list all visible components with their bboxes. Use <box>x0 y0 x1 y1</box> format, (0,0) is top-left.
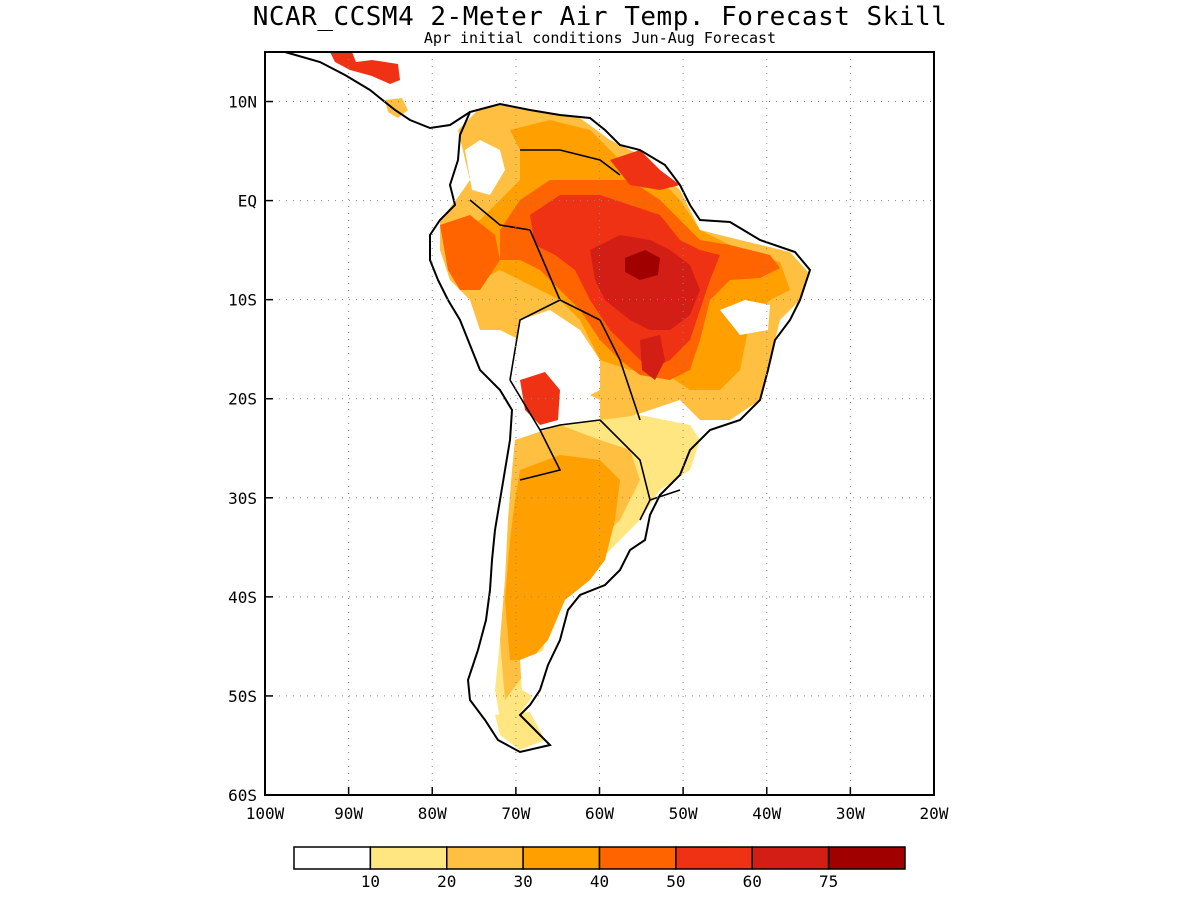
skill-region-central-america-light <box>385 98 408 118</box>
lon-tick-label: 90W <box>334 804 363 823</box>
colorbar-swatch <box>522 846 601 870</box>
skill-region-amazon-max <box>625 250 660 280</box>
lon-tick-label: 50W <box>669 804 698 823</box>
lon-tick-label: 40W <box>752 804 781 823</box>
south-america-coastline <box>429 102 812 754</box>
colorbar: 10 20 30 40 50 60 75 <box>293 846 906 891</box>
skill-region-ecuador <box>440 215 500 290</box>
lat-tick-label: 20S <box>228 390 257 409</box>
colorbar-label: 60 <box>743 872 762 891</box>
skill-region-bolivia-red <box>520 372 560 425</box>
lon-tick-label: 20W <box>920 804 949 823</box>
map-title: NCAR_CCSM4 2-Meter Air Temp. Forecast Sk… <box>252 2 948 32</box>
colorbar-swatch <box>751 846 830 870</box>
skill-region-tierra-del-fuego <box>495 712 545 750</box>
lat-tick-label: 50S <box>228 687 257 706</box>
colorbar-swatch <box>446 846 524 870</box>
skill-region-northeast-red <box>610 150 680 190</box>
lon-tick-label: 30W <box>836 804 865 823</box>
axis-ticks: 100W 90W 80W 70W 60W 50W 40W 30W 20W 10N EQ 10S 20S 3… <box>228 93 949 823</box>
colorbar-label: 50 <box>666 872 685 891</box>
lat-tick-label: 10N <box>228 93 257 112</box>
skill-region-amazon-lobe <box>640 335 665 380</box>
skill-region-brazil-east-white <box>720 300 770 335</box>
lon-tick-label: 80W <box>418 804 447 823</box>
colorbar-swatch <box>598 846 677 870</box>
map-grid <box>265 52 934 795</box>
central-america-coastline <box>284 52 471 130</box>
lon-tick-label: 100W <box>246 804 285 823</box>
lat-tick-label: 30S <box>228 489 257 508</box>
skill-region-colombia-white <box>465 140 505 195</box>
colorbar-label: 75 <box>819 872 838 891</box>
skill-region-argentina-orange <box>505 455 620 660</box>
skill-region-central-america <box>330 52 400 84</box>
lat-tick-label: 60S <box>228 786 257 805</box>
colorbar-swatch <box>369 846 448 870</box>
colorbar-label: 30 <box>513 872 532 891</box>
lat-tick-label: 40S <box>228 588 257 607</box>
skill-region-patagonia-white <box>520 650 555 700</box>
colorbar-label: 40 <box>590 872 609 891</box>
colorbar-label: 20 <box>437 872 456 891</box>
skill-region-bolivia-white <box>515 310 600 400</box>
skill-shading <box>330 52 808 750</box>
skill-region-amazon-darkred <box>590 235 700 330</box>
colorbar-swatch <box>675 846 753 870</box>
lat-tick-label: EQ <box>238 192 257 211</box>
lon-tick-label: 70W <box>501 804 530 823</box>
map-subtitle: Apr initial conditions Jun-Aug Forecast <box>423 29 777 47</box>
colorbar-swatch <box>827 846 906 870</box>
colorbar-label: 10 <box>361 872 380 891</box>
lon-tick-label: 60W <box>585 804 614 823</box>
colorbar-swatch <box>293 846 372 870</box>
lat-tick-label: 10S <box>228 291 257 310</box>
